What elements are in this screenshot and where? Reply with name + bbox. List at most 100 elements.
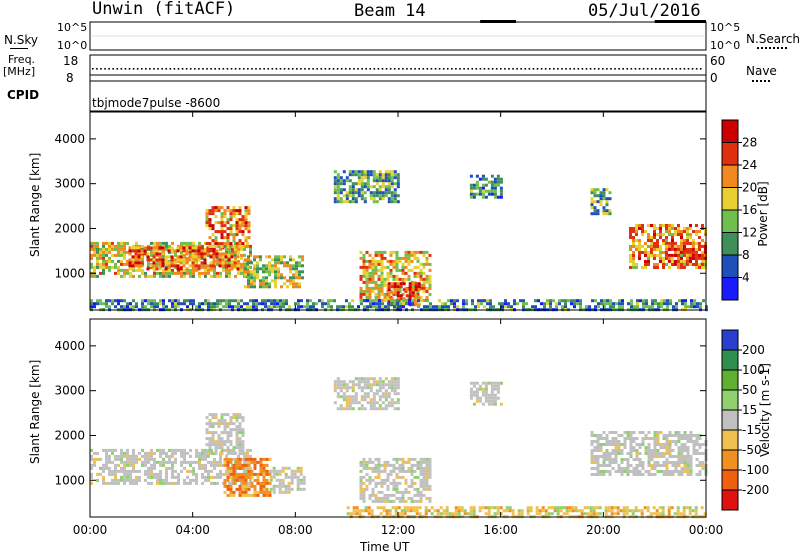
data-cell	[599, 455, 603, 458]
data-cell	[428, 463, 432, 467]
data-cell	[358, 512, 362, 516]
data-cell	[381, 302, 384, 306]
colorbar-swatch	[722, 330, 738, 351]
data-cell	[165, 241, 168, 245]
data-cell	[241, 233, 245, 237]
data-cell	[378, 185, 382, 189]
data-cell	[165, 469, 168, 473]
data-cell	[374, 496, 378, 500]
data-cell	[387, 383, 391, 387]
data-cell	[102, 469, 105, 473]
data-cell	[359, 286, 363, 290]
data-cell	[214, 245, 218, 249]
data-cell	[380, 271, 384, 275]
data-cell	[632, 236, 635, 239]
data-cell	[232, 472, 236, 476]
data-cell	[221, 258, 225, 262]
data-cell	[632, 227, 635, 230]
freq-dot	[194, 68, 196, 70]
data-cell	[371, 478, 375, 482]
data-cell	[632, 473, 636, 476]
data-cell	[357, 305, 360, 309]
y-tick-label: 4000	[54, 339, 85, 353]
data-cell	[238, 428, 242, 432]
data-cell	[537, 299, 540, 303]
data-cell	[501, 305, 504, 309]
data-cell	[369, 377, 373, 381]
freq-dot	[487, 68, 490, 70]
data-cell	[295, 273, 298, 277]
data-cell	[238, 209, 242, 213]
data-cell	[658, 512, 662, 516]
data-cell	[685, 259, 689, 263]
data-cell	[252, 302, 255, 306]
data-cell	[460, 506, 464, 510]
data-cell	[244, 236, 248, 240]
data-cell	[289, 258, 292, 262]
data-cell	[680, 473, 684, 476]
data-cell	[298, 276, 301, 280]
data-cell	[265, 478, 269, 482]
data-cell	[378, 404, 382, 408]
data-cell	[220, 224, 224, 228]
data-cell	[375, 191, 379, 195]
data-cell	[232, 215, 236, 219]
data-cell	[393, 188, 397, 192]
data-cell	[416, 274, 420, 278]
data-cell	[404, 460, 408, 464]
data-cell	[240, 262, 243, 266]
data-cell	[348, 170, 352, 174]
data-cell	[105, 262, 108, 266]
data-cell	[574, 506, 578, 510]
data-cell	[280, 273, 283, 277]
data-cell	[653, 233, 656, 236]
beam-title: Beam 14	[354, 1, 426, 21]
data-cell	[374, 499, 378, 503]
data-cell	[161, 252, 165, 256]
data-cell	[635, 248, 638, 251]
data-cell	[339, 188, 343, 192]
data-cell	[667, 256, 671, 260]
data-cell	[623, 467, 627, 470]
data-cell	[366, 386, 370, 390]
data-cell	[229, 428, 233, 432]
data-cell	[211, 413, 215, 417]
data-cell	[129, 475, 132, 479]
data-cell	[415, 509, 419, 513]
data-cell	[697, 256, 701, 260]
data-cell	[120, 247, 123, 251]
data-cell	[481, 174, 485, 178]
data-cell	[469, 390, 473, 394]
data-cell	[365, 259, 369, 263]
data-cell	[192, 460, 195, 464]
data-cell	[475, 180, 479, 184]
data-cell	[600, 302, 603, 306]
data-cell	[244, 463, 248, 467]
data-cell	[692, 440, 696, 443]
data-cell	[419, 484, 423, 488]
data-cell	[666, 299, 669, 303]
data-cell	[273, 299, 276, 303]
data-cell	[354, 401, 358, 405]
data-cell	[365, 292, 369, 296]
data-cell	[677, 230, 680, 233]
data-cell	[414, 288, 418, 292]
data-cell	[585, 305, 588, 309]
freq-dot	[455, 68, 457, 70]
data-cell	[220, 413, 224, 417]
data-cell	[220, 422, 224, 426]
data-cell	[558, 302, 561, 306]
data-cell	[375, 188, 379, 192]
data-cell	[198, 451, 201, 455]
data-cell	[656, 449, 660, 452]
data-cell	[627, 302, 630, 306]
data-cell	[165, 274, 168, 278]
data-cell	[417, 305, 420, 309]
data-cell	[362, 496, 366, 500]
data-cell	[285, 302, 288, 306]
data-cell	[416, 463, 420, 467]
data-cell	[374, 271, 378, 275]
data-cell	[241, 218, 245, 222]
data-cell	[529, 506, 533, 510]
data-cell	[424, 506, 428, 510]
